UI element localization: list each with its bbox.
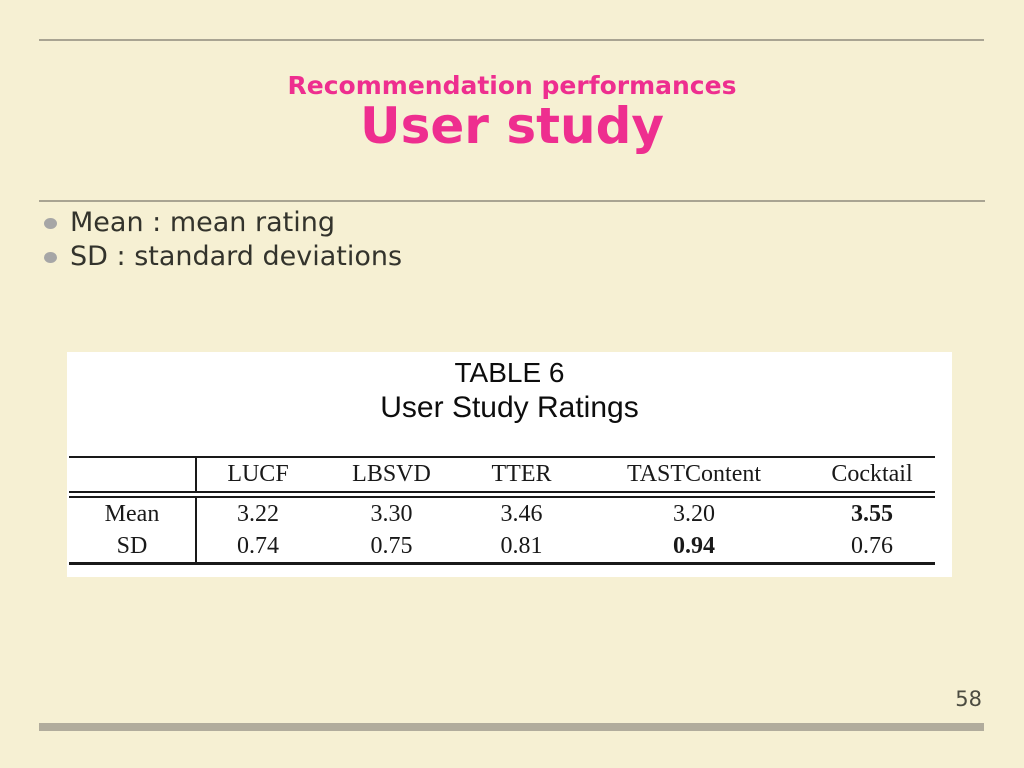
ratings-table-wrap: LUCF LBSVD TTER TASTContent Cocktail Mea…: [69, 456, 935, 565]
page-number: 58: [955, 687, 982, 711]
table-caption: TABLE 6 User Study Ratings: [67, 352, 952, 426]
table-cell: 3.20: [673, 500, 715, 527]
table-cell: 0.81: [500, 532, 543, 559]
table-figure: TABLE 6 User Study Ratings LUCF LBSVD TT…: [67, 352, 952, 577]
table-cell: 0.94: [673, 532, 715, 559]
table-cell: 3.22: [237, 500, 279, 527]
bottom-divider: [39, 723, 984, 731]
row-label: Mean: [69, 494, 197, 530]
table-cell: 3.30: [370, 500, 413, 527]
header-divider: [39, 200, 985, 202]
table-cell: 0.75: [370, 532, 413, 559]
list-item: SD : standard deviations: [44, 240, 402, 274]
table-header-row: LUCF LBSVD TTER TASTContent Cocktail: [69, 457, 935, 498]
list-item: Mean : mean rating: [44, 206, 402, 240]
table-cell: 0.74: [237, 532, 279, 559]
table-row: SD 0.74 0.75 0.81 0.94 0.76: [69, 530, 935, 564]
column-header-blank: [69, 457, 197, 498]
table-row: Mean 3.22 3.30 3.46 3.20 3.55: [69, 494, 935, 530]
row-label: SD: [69, 530, 197, 564]
slide-kicker: Recommendation performances: [287, 71, 737, 100]
page-title: User study: [360, 97, 664, 155]
table-cell: 3.46: [500, 500, 543, 527]
table-caption-number: TABLE 6: [454, 357, 565, 388]
column-header: Cocktail: [809, 457, 935, 498]
column-header: LUCF: [196, 457, 319, 498]
table-cell: 0.76: [851, 532, 893, 559]
bullet-icon: [44, 218, 57, 229]
top-divider: [39, 39, 984, 41]
table-caption-title: User Study Ratings: [380, 391, 639, 424]
column-header: TASTContent: [579, 457, 809, 498]
bullet-list: Mean : mean rating SD : standard deviati…: [44, 206, 402, 274]
column-header: LBSVD: [319, 457, 464, 498]
ratings-table: LUCF LBSVD TTER TASTContent Cocktail Mea…: [69, 456, 935, 565]
bullet-text: Mean : mean rating: [70, 207, 335, 238]
table-cell: 3.55: [851, 500, 893, 527]
bullet-icon: [44, 252, 57, 263]
bullet-text: SD : standard deviations: [70, 241, 403, 272]
column-header: TTER: [464, 457, 579, 498]
